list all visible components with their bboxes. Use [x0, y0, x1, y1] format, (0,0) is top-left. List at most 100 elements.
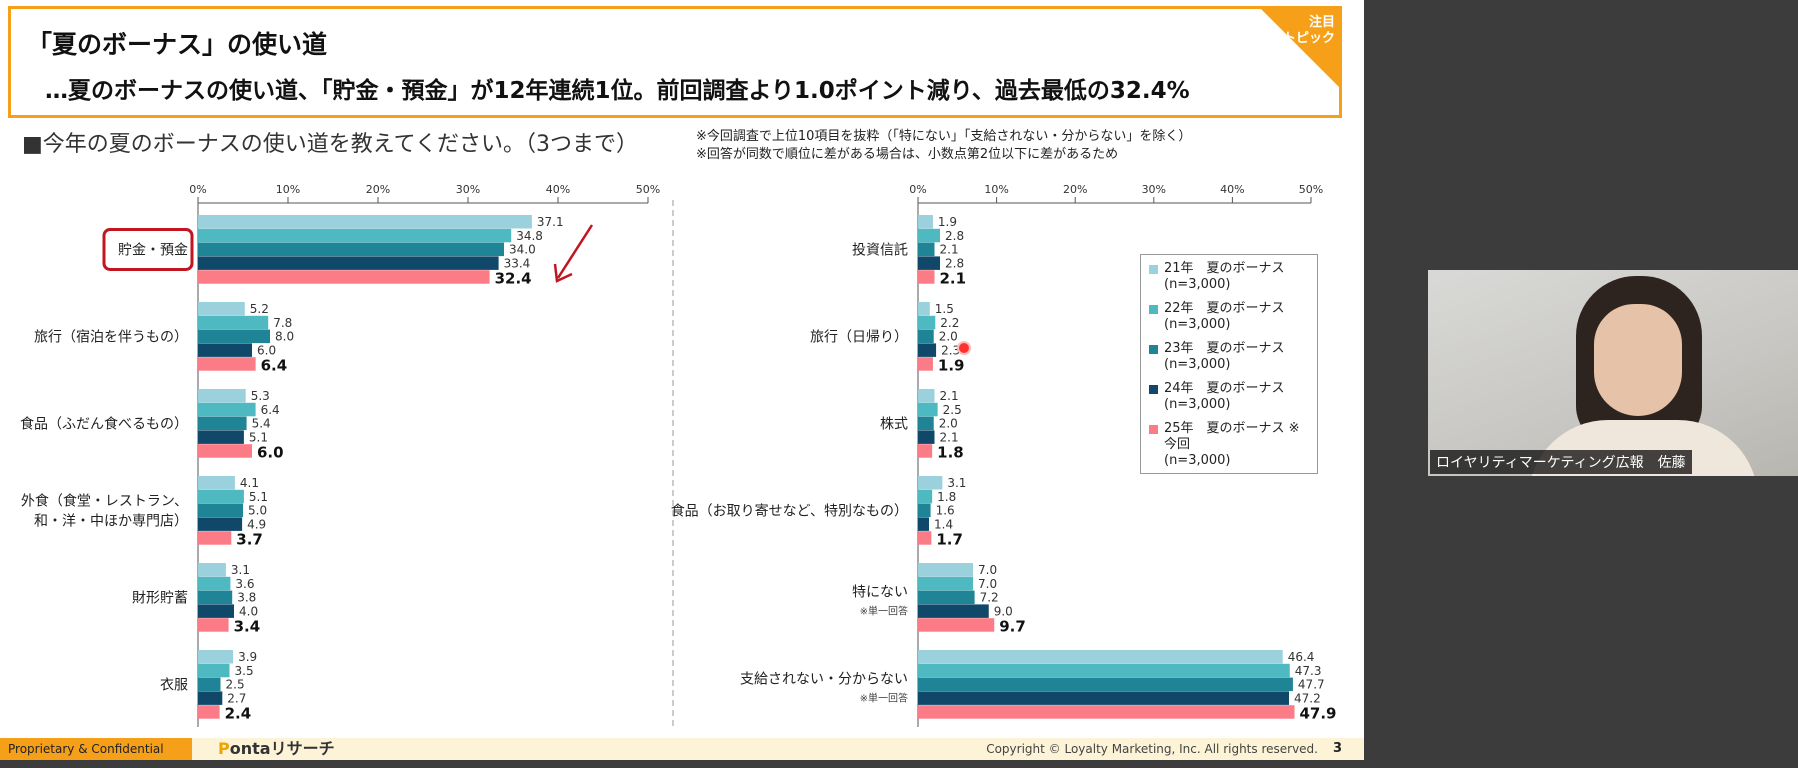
data-label: 4.0 [239, 604, 258, 618]
category-label: 支給されない・分からない [740, 672, 908, 688]
legend-swatch [1149, 425, 1158, 434]
data-label: 7.2 [980, 591, 999, 605]
bar [918, 489, 933, 504]
data-label: 6.4 [261, 403, 280, 417]
bar [918, 677, 1293, 692]
legend-label: 25年 夏のボーナス ※今回 [1164, 421, 1300, 452]
data-label: 2.1 [940, 389, 959, 403]
category-label: 和・洋・中ほか専門店） [34, 514, 188, 530]
data-label: 5.3 [251, 389, 270, 403]
bar [198, 663, 230, 678]
topic-corner-badge [1261, 9, 1339, 87]
participant-video-tile[interactable]: ロイヤリティマーケティング広報 佐藤 [1428, 270, 1798, 476]
legend-label: 24年 夏のボーナス [1164, 381, 1285, 396]
category-note: ※単一回答 [860, 605, 908, 618]
corner-badge-line: 注目 [1308, 15, 1335, 30]
bar [918, 691, 1289, 705]
axis-tick-label: 50% [636, 183, 660, 196]
callout-arrow-shaft [556, 224, 594, 279]
bar [918, 215, 933, 229]
laser-pointer [957, 341, 971, 355]
data-label: 5.2 [250, 302, 269, 316]
category-label: 株式 [880, 417, 908, 433]
legend-sample-size: (n=3,000) [1164, 357, 1231, 372]
bar [198, 604, 234, 618]
data-label: 3.4 [234, 618, 261, 636]
category-label: 外食（食堂・レストラン、 [21, 493, 188, 510]
legend-text: 24年 夏のボーナス (n=3,000) [1164, 381, 1285, 413]
axis-tick-label: 0% [189, 183, 206, 196]
data-label: 7.0 [978, 563, 997, 577]
category-label: 投資信託 [852, 243, 908, 259]
bar [198, 302, 245, 316]
note-line: ※回答が同数で順位に差がある場合は、小数点第2位以下に差があるため [696, 147, 1119, 162]
legend-swatch [1149, 305, 1158, 314]
bar [918, 531, 932, 545]
data-label: 46.4 [1288, 650, 1315, 664]
axis-tick-label: 20% [366, 183, 390, 196]
highlight-box [102, 228, 194, 271]
data-label: 47.7 [1298, 678, 1325, 692]
data-label: 7.0 [978, 577, 997, 591]
data-label: 2.5 [226, 678, 245, 692]
data-label: 5.1 [249, 430, 268, 444]
bar [198, 563, 226, 577]
data-label: 6.0 [257, 444, 284, 462]
bar [198, 315, 269, 330]
legend-label: 21年 夏のボーナス [1164, 261, 1285, 276]
bar [918, 270, 935, 284]
bar [918, 389, 935, 403]
bar [198, 705, 220, 719]
data-label: 3.7 [236, 531, 263, 549]
bar [918, 444, 933, 458]
data-label: 2.7 [227, 691, 246, 705]
data-label: 2.0 [939, 330, 958, 344]
bar [198, 329, 270, 344]
bar [918, 576, 974, 591]
bar [198, 416, 247, 431]
page-number: 3 [1332, 741, 1342, 756]
slide-footer: Proprietary & Confidential Pontaリサーチ Cop… [0, 738, 1364, 760]
bar [198, 256, 499, 270]
bar [918, 604, 989, 618]
bar [198, 215, 532, 229]
bar [198, 430, 244, 444]
axis-tick-label: 30% [456, 183, 480, 196]
data-label: 6.4 [261, 357, 288, 375]
legend-text: 25年 夏のボーナス ※今回 (n=3,000) [1164, 421, 1309, 469]
category-label: 旅行（日帰り） [810, 329, 908, 346]
data-label: 47.3 [1295, 664, 1322, 678]
category-label: 食品（ふだん食べるもの） [20, 416, 188, 433]
bar [198, 677, 221, 692]
bar [918, 618, 995, 632]
data-label: 2.2 [940, 316, 959, 330]
category-label: 特にない [852, 585, 908, 601]
data-label: 1.9 [938, 215, 957, 229]
bar [198, 650, 234, 664]
legend-sample-size: (n=3,000) [1164, 397, 1231, 412]
data-label: 1.8 [937, 444, 964, 462]
bar [918, 590, 975, 605]
axis-tick-label: 40% [1220, 183, 1244, 196]
legend-swatch [1149, 265, 1158, 274]
category-label: 衣服 [160, 678, 188, 694]
data-label: 3.1 [947, 476, 966, 490]
legend-item: 22年 夏のボーナス (n=3,000) [1149, 301, 1309, 333]
legend-text: 21年 夏のボーナス (n=3,000) [1164, 261, 1285, 293]
copyright-text: Copyright © Loyalty Marketing, Inc. All … [986, 742, 1318, 756]
bar [198, 503, 243, 518]
data-label: 9.0 [994, 604, 1013, 618]
data-label: 2.1 [940, 270, 967, 288]
bar [198, 691, 223, 705]
bar [198, 242, 504, 257]
category-label: 食品（お取り寄せなど、特別なもの） [671, 503, 908, 520]
bar [918, 650, 1283, 664]
bar [198, 343, 252, 357]
data-label: 3.1 [231, 563, 250, 577]
slide-subtitle: …夏のボーナスの使い道、「貯金・預金」が12年連続1位。前回調査より1.0ポイン… [45, 78, 1190, 104]
bar [198, 402, 256, 417]
bar [198, 444, 252, 458]
bar [918, 476, 943, 490]
legend-item: 24年 夏のボーナス (n=3,000) [1149, 381, 1309, 413]
category-label: 旅行（宿泊を伴うもの） [34, 329, 188, 346]
